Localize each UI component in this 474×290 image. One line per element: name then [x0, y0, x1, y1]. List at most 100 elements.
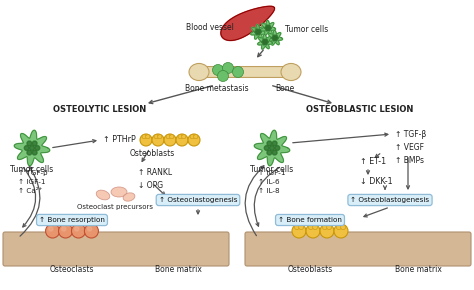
Circle shape — [72, 224, 85, 238]
Text: Osteoclast precursors: Osteoclast precursors — [77, 204, 153, 210]
Circle shape — [270, 146, 274, 151]
Text: ↑ Osteoclastogenesis: ↑ Osteoclastogenesis — [159, 197, 237, 203]
Circle shape — [256, 29, 258, 31]
Text: OSTEOLYTIC LESION: OSTEOLYTIC LESION — [54, 105, 146, 114]
Text: Tumor cells: Tumor cells — [10, 165, 54, 174]
Circle shape — [263, 39, 265, 41]
Circle shape — [27, 150, 32, 155]
Text: ↑ Osteoblastogenesis: ↑ Osteoblastogenesis — [350, 197, 429, 203]
Text: ↓ DKK-1: ↓ DKK-1 — [360, 177, 392, 186]
Text: Bone matrix: Bone matrix — [394, 265, 441, 274]
Circle shape — [258, 33, 260, 35]
Circle shape — [263, 43, 265, 45]
FancyBboxPatch shape — [197, 66, 293, 77]
Circle shape — [88, 227, 92, 231]
Circle shape — [273, 35, 275, 37]
Circle shape — [176, 134, 188, 146]
Circle shape — [275, 146, 280, 151]
Text: ↑ TGF-β
↑ VEGF
↑ BMPs: ↑ TGF-β ↑ VEGF ↑ BMPs — [395, 130, 426, 165]
Circle shape — [255, 31, 257, 33]
Text: Osteoblasts: Osteoblasts — [129, 149, 174, 158]
Circle shape — [268, 29, 270, 31]
Circle shape — [140, 134, 152, 146]
Circle shape — [274, 37, 276, 39]
Circle shape — [272, 37, 274, 39]
Circle shape — [178, 135, 182, 139]
Circle shape — [29, 146, 35, 151]
Circle shape — [320, 224, 334, 238]
Circle shape — [154, 135, 158, 139]
Text: ↑ Bone resorption: ↑ Bone resorption — [39, 217, 105, 223]
Circle shape — [292, 224, 306, 238]
Circle shape — [212, 64, 224, 75]
Circle shape — [327, 225, 331, 230]
Circle shape — [267, 150, 272, 155]
Text: Bone matrix: Bone matrix — [155, 265, 201, 274]
Circle shape — [269, 27, 271, 29]
Circle shape — [35, 146, 40, 151]
Polygon shape — [261, 20, 275, 35]
Circle shape — [306, 224, 320, 238]
Text: Tumor cells: Tumor cells — [250, 165, 293, 174]
Circle shape — [313, 225, 318, 230]
Circle shape — [265, 43, 267, 45]
Circle shape — [267, 141, 272, 146]
Circle shape — [84, 224, 99, 238]
Circle shape — [170, 135, 174, 139]
Circle shape — [264, 41, 266, 43]
Circle shape — [194, 135, 198, 139]
Circle shape — [218, 70, 228, 81]
Ellipse shape — [111, 187, 127, 197]
Circle shape — [62, 227, 66, 231]
Circle shape — [266, 41, 268, 43]
Text: Bone metastasis: Bone metastasis — [185, 84, 249, 93]
Circle shape — [257, 31, 259, 33]
Text: Osteoclasts: Osteoclasts — [50, 265, 94, 274]
Circle shape — [334, 224, 348, 238]
Circle shape — [265, 39, 267, 41]
Circle shape — [341, 225, 346, 230]
Circle shape — [275, 39, 277, 41]
Circle shape — [309, 225, 313, 230]
Circle shape — [166, 135, 170, 139]
Circle shape — [188, 134, 200, 146]
Circle shape — [24, 146, 29, 151]
Ellipse shape — [96, 190, 110, 200]
Circle shape — [182, 135, 186, 139]
Circle shape — [142, 135, 146, 139]
Text: Bone: Bone — [275, 84, 295, 93]
Circle shape — [233, 66, 244, 77]
Circle shape — [264, 27, 267, 29]
Circle shape — [299, 225, 303, 230]
Polygon shape — [258, 34, 273, 49]
Text: Osteoblasts: Osteoblasts — [287, 265, 333, 274]
FancyBboxPatch shape — [245, 232, 471, 266]
Circle shape — [272, 150, 277, 155]
Circle shape — [266, 25, 268, 27]
Text: Tumor cells: Tumor cells — [285, 26, 328, 35]
Text: ↑ TGF-β
↑ IGF-1
↑ Ca²⁺: ↑ TGF-β ↑ IGF-1 ↑ Ca²⁺ — [18, 170, 48, 194]
Circle shape — [58, 224, 73, 238]
Circle shape — [152, 134, 164, 146]
Ellipse shape — [281, 64, 301, 81]
Circle shape — [322, 225, 328, 230]
Text: ↑ Bone formation: ↑ Bone formation — [278, 217, 342, 223]
Circle shape — [256, 33, 258, 35]
Circle shape — [268, 25, 270, 27]
Circle shape — [46, 224, 60, 238]
Circle shape — [32, 141, 37, 146]
Circle shape — [273, 39, 275, 41]
Polygon shape — [251, 24, 265, 39]
Circle shape — [49, 227, 53, 231]
Polygon shape — [268, 30, 283, 45]
Circle shape — [74, 227, 79, 231]
Circle shape — [337, 225, 341, 230]
Circle shape — [222, 63, 234, 73]
Circle shape — [258, 29, 260, 31]
Circle shape — [294, 225, 300, 230]
Ellipse shape — [189, 64, 209, 81]
Text: ↑ IGF-1
↑ IL-6
↑ IL-8: ↑ IGF-1 ↑ IL-6 ↑ IL-8 — [258, 170, 285, 194]
Circle shape — [272, 141, 277, 146]
Text: ↑ ET-1: ↑ ET-1 — [360, 157, 386, 166]
Circle shape — [262, 41, 264, 43]
